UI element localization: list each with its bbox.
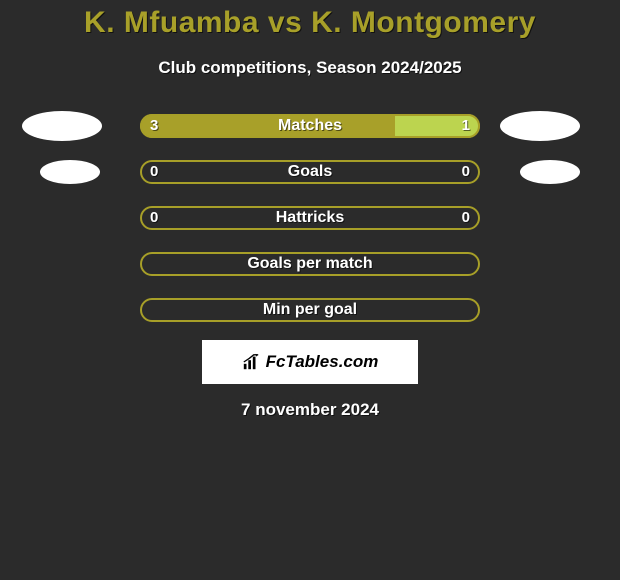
bar-track (140, 298, 480, 322)
stat-row: Goals per match (0, 252, 620, 276)
stat-row: Min per goal (0, 298, 620, 322)
left-avatar (40, 160, 100, 184)
right-avatar (520, 160, 580, 184)
value-right: 1 (462, 114, 470, 138)
subtitle: Club competitions, Season 2024/2025 (0, 58, 620, 78)
branding-box: FcTables.com (202, 340, 418, 384)
stat-row: Hattricks00 (0, 206, 620, 230)
bar-track (140, 206, 480, 230)
branding-text: FcTables.com (266, 352, 379, 372)
chart-icon (242, 353, 260, 371)
value-left: 0 (150, 206, 158, 230)
bar-track (140, 114, 480, 138)
value-right: 0 (462, 160, 470, 184)
value-left: 3 (150, 114, 158, 138)
value-right: 0 (462, 206, 470, 230)
stat-rows: Matches31Goals00Hattricks00Goals per mat… (0, 114, 620, 322)
right-avatar (500, 111, 580, 141)
left-avatar (22, 111, 102, 141)
date-text: 7 november 2024 (0, 400, 620, 420)
bar-track (140, 252, 480, 276)
bar-track (140, 160, 480, 184)
page-title: K. Mfuamba vs K. Montgomery (0, 0, 620, 40)
bar-segment-left (140, 114, 395, 138)
value-left: 0 (150, 160, 158, 184)
